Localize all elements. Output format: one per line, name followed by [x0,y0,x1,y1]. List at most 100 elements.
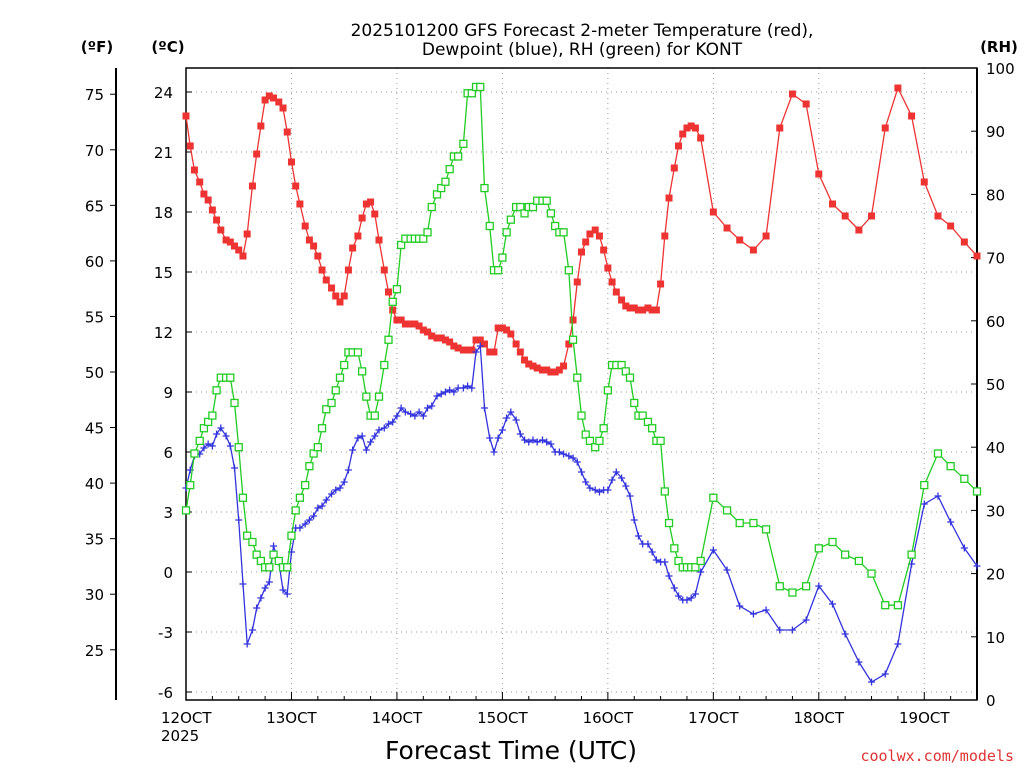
rh-point [252,550,261,559]
celsius-tick-label: 15 [154,264,173,282]
dewpoint-point [472,348,480,356]
temperature-point [868,212,876,220]
x-axis-label: Forecast Time (UTC) [385,736,637,765]
temperature-point [208,206,216,214]
rh-point [972,487,982,496]
dewpoint-point [213,430,221,438]
temperature-point [397,316,405,324]
title-line-1: 2025101200 GFS Forecast 2-meter Temperat… [351,21,814,41]
rh-point [243,531,252,540]
temperature-point [973,252,981,260]
rh-tick-label: 50 [986,376,1005,394]
temperature-point [454,344,462,352]
rh-point [664,518,674,528]
series-dewpoint [182,342,981,686]
temperature-point [608,278,616,286]
dewpoint-point [762,606,770,614]
temperature-point [389,306,397,314]
temperature-point [736,236,744,244]
rh-point [322,405,331,414]
dewpoint-point [354,434,362,442]
series-rh [181,82,982,610]
dewpoint-point [494,434,502,442]
rh-point [559,228,568,237]
rh-point [494,266,503,275]
dewpoint-point [586,484,594,492]
celsius-tick-label: 6 [163,444,173,462]
temperature-point [217,226,225,234]
rh-point [234,443,243,452]
celsius-tick-label: 21 [154,144,173,162]
temperature-point [437,334,445,342]
rh-point [546,209,556,218]
axes: -6 -3 0 3 6 9 12 15 18 21 24 25 30 35 40 45 50 55 60 65 70 75… [85,60,1015,745]
temperature-point [560,362,568,370]
dewpoint-point [920,500,928,508]
rh-point [814,544,823,553]
dewpoint-point [543,438,551,446]
rh-point [960,474,969,483]
dewpoint-point [960,544,968,552]
rh-point [199,424,209,433]
rh-point [595,436,604,446]
dewpoint-point [881,670,889,678]
temperature-point [687,122,695,130]
temperature-point [354,232,362,240]
fahrenheit-tick-label: 70 [85,142,104,160]
dewpoint-point [555,448,563,456]
temperature-point [604,264,612,272]
temperature-point [182,112,190,120]
dewpoint-point [407,410,415,418]
dewpoint-point [644,540,652,548]
dewpoint-point [490,448,498,456]
rh-point [709,493,718,502]
temperature-point [595,232,603,240]
rh-tick-label: 40 [986,439,1005,457]
dewpoint-point [257,594,265,602]
dewpoint-point [253,604,261,612]
dewpoint-point [634,532,642,540]
rh-point [581,430,590,439]
temperature-point [261,96,269,104]
dewpoint-point [305,516,313,524]
temperature-point [934,212,942,220]
temperature-point [380,266,388,274]
dewpoint-point [393,412,401,420]
temperature-point [415,322,423,330]
temperature-point [573,278,581,286]
dewpoint-point [380,424,388,432]
temperature-point [670,164,678,172]
dewpoint-point [261,584,269,592]
rh-point [384,335,393,344]
rh-point [186,480,195,490]
dewpoint-point [486,434,494,442]
temperature-point [675,142,683,150]
temperature-point [529,362,537,370]
rh-point [630,398,639,408]
temperature-point [841,212,849,220]
rh-point [317,424,327,433]
temperature-point [349,244,357,252]
rh-tick-label: 0 [986,692,996,710]
fahrenheit-tick-label: 25 [85,642,104,660]
dewpoint-point [973,562,981,570]
dewpoint-point [336,484,344,492]
temperature-point [190,166,198,174]
rh-tick-label: 10 [986,629,1005,647]
temperature-point [358,214,366,222]
dewpoint-point [310,512,318,520]
rh-point [528,202,538,212]
fahrenheit-tick-label: 75 [85,86,104,104]
rh-point [788,588,797,597]
dewpoint-point [283,590,291,598]
dewpoint-point [670,584,678,592]
dewpoint-point [512,416,520,424]
dewpoint-point [200,444,208,452]
dewpoint-point [608,476,616,484]
temperature-point [600,246,608,254]
temperature-point [340,292,348,300]
temperature-point [292,182,300,190]
rh-point [933,449,943,458]
rh-point [568,335,578,344]
temperature-point [622,302,630,310]
